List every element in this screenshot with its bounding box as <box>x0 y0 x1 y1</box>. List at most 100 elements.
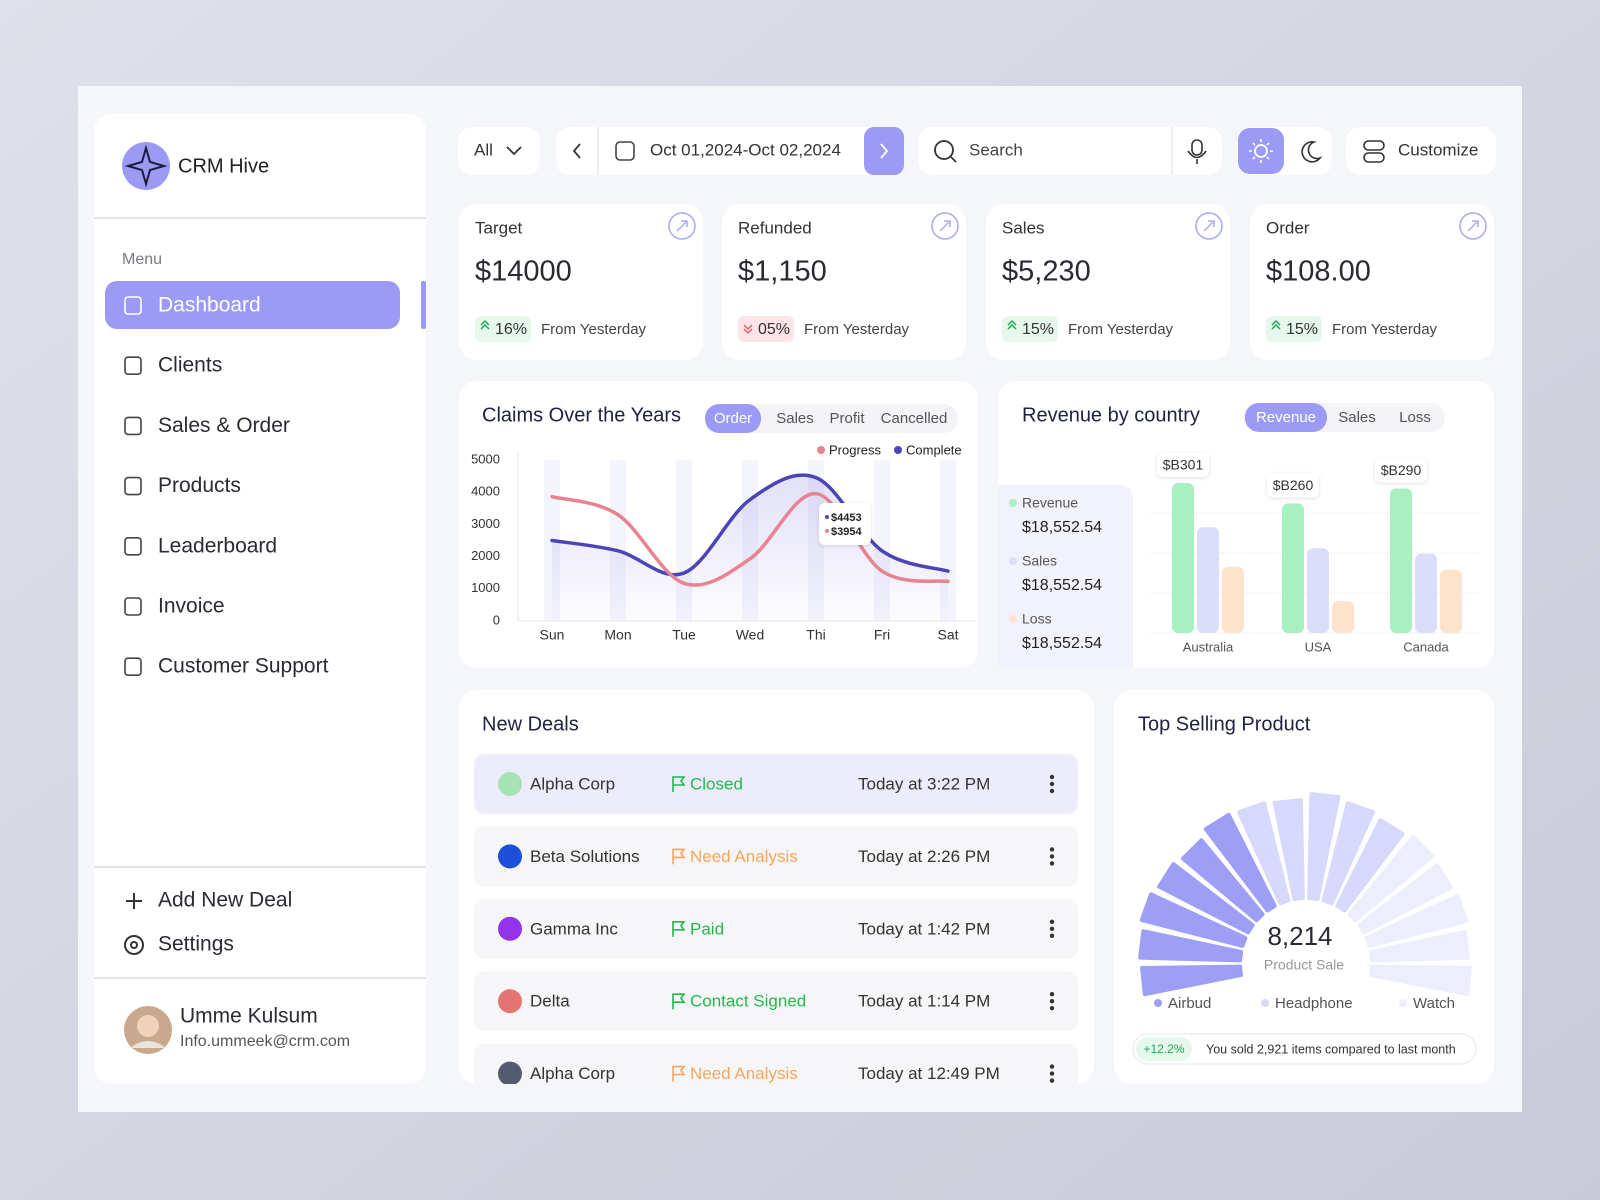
more-dot[interactable] <box>1049 788 1055 794</box>
menu-item[interactable]: Dashboard <box>158 294 261 317</box>
brand-logo-star <box>124 144 168 188</box>
sidebar-action[interactable]: Settings <box>158 933 234 956</box>
more-dot[interactable] <box>1049 999 1055 1004</box>
tab[interactable]: Order <box>714 410 752 427</box>
legend-label: Complete <box>906 442 962 457</box>
menu-item[interactable]: Customer Support <box>158 655 329 678</box>
light-mode-button[interactable] <box>1238 128 1284 174</box>
legend-dot <box>1154 999 1162 1007</box>
tab[interactable]: Revenue <box>1256 409 1316 426</box>
x-tick-label: Thi <box>806 627 825 643</box>
deal-status: Need Analysis <box>690 847 798 866</box>
mic-icon[interactable] <box>1191 139 1203 156</box>
more-dot[interactable] <box>1049 854 1055 859</box>
menu-item[interactable]: Leaderboard <box>158 534 277 557</box>
menu-item[interactable]: Sales & Order <box>158 414 290 437</box>
trend-icon <box>480 319 490 330</box>
x-tick-label: Sat <box>937 627 958 643</box>
bar <box>1307 548 1329 633</box>
stat-link[interactable] <box>668 212 696 240</box>
deal-time: Today at 1:42 PM <box>858 919 990 938</box>
next-button[interactable] <box>864 127 904 175</box>
stat-link[interactable] <box>1195 212 1223 240</box>
x-tick-label: Canada <box>1403 639 1449 654</box>
more-dot[interactable] <box>1049 781 1055 787</box>
x-tick-label: Mon <box>604 627 631 643</box>
moon-icon[interactable] <box>1301 141 1323 163</box>
brand-name: CRM Hive <box>178 155 269 177</box>
more-dot[interactable] <box>1049 1064 1055 1069</box>
series-total: $18,552.54 <box>1022 519 1102 536</box>
deal-row[interactable] <box>474 898 1078 959</box>
more-dot[interactable] <box>1049 992 1055 997</box>
deal-status: Need Analysis <box>690 1064 798 1083</box>
legend-dot <box>817 446 825 454</box>
radial-bar <box>1307 792 1341 902</box>
radial-bar <box>1321 801 1375 906</box>
sidebar-action[interactable]: Add New Deal <box>158 889 292 912</box>
menu-item[interactable]: Invoice <box>158 595 225 618</box>
x-tick-label: Tue <box>672 627 696 643</box>
calendar-icon <box>615 141 635 161</box>
more-dot[interactable] <box>1049 1071 1055 1076</box>
customize-button[interactable] <box>1346 127 1496 175</box>
more-dot[interactable] <box>1049 847 1055 852</box>
x-tick-label: Sun <box>540 627 565 643</box>
legend-label: Loss <box>1022 611 1052 627</box>
tab-active[interactable] <box>1245 403 1327 432</box>
trend-icon <box>1271 319 1281 330</box>
deal-row[interactable] <box>474 1043 1078 1104</box>
menu-item[interactable]: Clients <box>158 354 222 377</box>
more-dot[interactable] <box>1049 933 1055 938</box>
mic-stand <box>1187 150 1207 164</box>
tab[interactable]: Loss <box>1399 409 1431 426</box>
sidebar <box>94 114 426 1084</box>
tab[interactable]: Sales <box>1338 409 1376 426</box>
data-label: $4453 <box>831 512 862 524</box>
deal-row[interactable] <box>474 754 1078 814</box>
customize-icon <box>1363 140 1385 151</box>
data-label-bg <box>1375 458 1427 483</box>
trend-icon <box>1007 319 1017 330</box>
company-logo <box>498 989 522 1014</box>
summary-panel <box>998 485 1133 668</box>
tab[interactable]: Sales <box>776 410 814 427</box>
legend-label: Progress <box>829 442 882 457</box>
bar <box>1222 566 1244 633</box>
more-dot[interactable] <box>1049 861 1055 866</box>
data-label: $B290 <box>1381 462 1422 478</box>
tooltip <box>819 503 871 545</box>
prev-button <box>572 143 581 159</box>
filter-dropdown[interactable] <box>458 127 540 175</box>
change-badge <box>738 316 794 342</box>
more-dot[interactable] <box>1049 774 1055 780</box>
tab-active[interactable] <box>705 404 761 433</box>
deal-row[interactable] <box>474 826 1078 887</box>
stat-label: Order <box>1266 218 1310 237</box>
company-name: Delta <box>530 992 570 1011</box>
company-logo <box>498 916 522 941</box>
note: You sold 2,921 items compared to last mo… <box>1206 1042 1456 1056</box>
date-picker[interactable] <box>556 127 904 175</box>
stat-label: Sales <box>1002 218 1045 237</box>
more-dot[interactable] <box>1049 1006 1055 1011</box>
stat-link[interactable] <box>931 212 959 240</box>
tab[interactable]: Cancelled <box>881 410 948 427</box>
more-dot[interactable] <box>1049 919 1055 924</box>
search-box[interactable] <box>918 127 1222 175</box>
more-dot[interactable] <box>1049 1078 1055 1083</box>
data-label: $B301 <box>1163 457 1204 473</box>
customize-label: Customize <box>1398 140 1478 159</box>
bar <box>1390 488 1412 633</box>
y-tick-label: 4000 <box>471 484 500 499</box>
deal-row[interactable] <box>474 971 1078 1032</box>
stat-link[interactable] <box>1459 212 1487 240</box>
more-dot[interactable] <box>1049 926 1055 931</box>
menu-active-bg[interactable] <box>105 281 400 329</box>
tab[interactable]: Profit <box>829 410 865 427</box>
company-logo <box>498 772 522 796</box>
menu-item[interactable]: Products <box>158 474 241 497</box>
deal-list: Alpha Corp Closed Today at 3:22 PM Beta Sol… <box>474 754 1078 1104</box>
